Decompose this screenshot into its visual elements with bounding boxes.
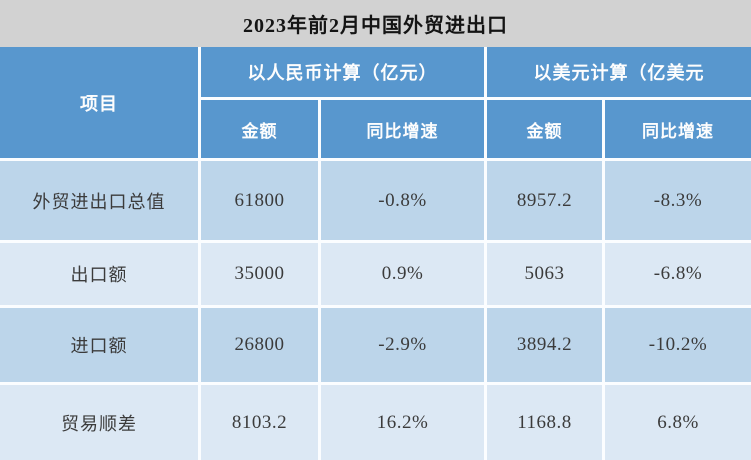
group-header-usd: 以美元计算（亿美元: [487, 47, 751, 97]
cell-usd-amount: 1168.8: [487, 385, 602, 460]
trade-table: 项目 以人民币计算（亿元） 以美元计算（亿美元 金额 同比增速 金额 同比增速 …: [0, 47, 751, 460]
subheader-usd-amount: 金额: [487, 100, 602, 158]
cell-rmb-amount: 8103.2: [201, 385, 318, 460]
cell-rmb-amount: 35000: [201, 243, 318, 305]
cell-rmb-amount: 26800: [201, 308, 318, 382]
row-label: 贸易顺差: [0, 385, 198, 460]
row-label: 外贸进出口总值: [0, 161, 198, 240]
cell-usd-amount: 8957.2: [487, 161, 602, 240]
subheader-rmb-growth: 同比增速: [321, 100, 484, 158]
cell-rmb-growth: -2.9%: [321, 308, 484, 382]
title-bar: 2023年前2月中国外贸进出口: [0, 0, 751, 47]
page-title: 2023年前2月中国外贸进出口: [243, 15, 508, 37]
cell-usd-amount: 3894.2: [487, 308, 602, 382]
row-label: 出口额: [0, 243, 198, 305]
cell-usd-growth: -6.8%: [605, 243, 751, 305]
cell-usd-amount: 5063: [487, 243, 602, 305]
cell-rmb-amount: 61800: [201, 161, 318, 240]
row-label: 进口额: [0, 308, 198, 382]
cell-usd-growth: -10.2%: [605, 308, 751, 382]
corner-header-items: 项目: [0, 47, 198, 158]
cell-usd-growth: 6.8%: [605, 385, 751, 460]
cell-rmb-growth: -0.8%: [321, 161, 484, 240]
subheader-rmb-amount: 金额: [201, 100, 318, 158]
cell-usd-growth: -8.3%: [605, 161, 751, 240]
subheader-usd-growth: 同比增速: [605, 100, 751, 158]
cell-rmb-growth: 0.9%: [321, 243, 484, 305]
group-header-rmb: 以人民币计算（亿元）: [201, 47, 484, 97]
cell-rmb-growth: 16.2%: [321, 385, 484, 460]
